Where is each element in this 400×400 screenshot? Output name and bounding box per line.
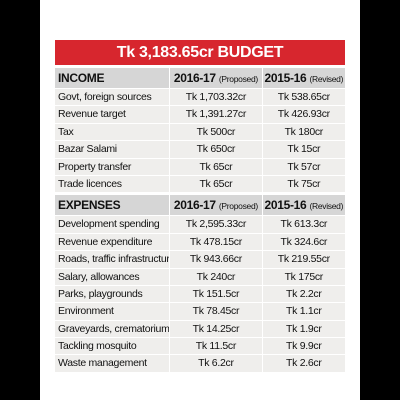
item-label: Bazar Salami	[58, 143, 117, 156]
item-label: Graveyards, crematoriums	[58, 322, 170, 335]
amount-cell: Tk 75cr	[261, 175, 345, 193]
table-row: Development spending Tk 2,595.33cr Tk 613.…	[55, 215, 345, 233]
amount-cell: Tk 2,595.33cr	[169, 216, 261, 233]
item-label: Environment	[58, 305, 114, 318]
amount-cell: Tk 538.65cr	[261, 89, 345, 106]
amount-cell: Tk 15cr	[261, 141, 345, 158]
amount-cell: Tk 478.15cr	[169, 233, 261, 251]
amount-cell: Tk 613.3cr	[261, 216, 345, 233]
section-label: EXPENSES	[58, 198, 121, 213]
column-header: 2016-17 (Proposed)	[169, 195, 261, 216]
amount-cell: Tk 175cr	[261, 268, 345, 285]
table-row: Salary, allowances Tk 240cr Tk 175cr	[55, 267, 345, 285]
amount-cell: Tk 1,703.32cr	[169, 89, 261, 106]
amount-cell: Tk 11.5cr	[169, 338, 261, 355]
amount-cell: Tk 240cr	[169, 268, 261, 285]
item-label: Tackling mosquito	[58, 340, 137, 353]
table-row: Tax Tk 500cr Tk 180cr	[55, 122, 345, 141]
amount-cell: Tk 2.6cr	[261, 355, 345, 372]
column-header: 2015-16 (Revised)	[261, 195, 345, 216]
amount-cell: Tk 180cr	[261, 123, 345, 141]
budget-table: Tk 3,183.65cr BUDGET INCOME 2016-17 (Prop…	[55, 40, 345, 372]
column-note: (Proposed)	[218, 74, 258, 84]
item-label: Waste management	[58, 357, 147, 370]
amount-cell: Tk 650cr	[169, 141, 261, 158]
item-label: Salary, allowances	[58, 270, 140, 283]
amount-cell: Tk 1,391.27cr	[169, 106, 261, 123]
amount-cell: Tk 57cr	[261, 158, 345, 175]
item-label: Development spending	[58, 218, 160, 231]
table-row: Property transfer Tk 65cr Tk 57cr	[55, 157, 345, 175]
amount-cell: Tk 65cr	[169, 175, 261, 193]
column-year: 2015-16	[264, 198, 307, 213]
column-note: (Proposed)	[218, 201, 258, 212]
item-label: Property transfer	[58, 160, 132, 173]
amount-cell: Tk 14.25cr	[169, 320, 261, 338]
item-label: Tax	[58, 125, 74, 138]
section-header: INCOME 2016-17 (Proposed) 2015-16 (Revised…	[55, 67, 345, 88]
amount-cell: Tk 2.2cr	[261, 285, 345, 303]
column-year: 2015-16	[264, 71, 307, 85]
section-header: EXPENSES 2016-17 (Proposed) 2015-16 (Revis…	[55, 194, 345, 216]
table-row: Waste management Tk 6.2cr Tk 2.6cr	[55, 354, 345, 372]
table-row: Graveyards, crematoriums Tk 14.25cr Tk 1.9…	[55, 319, 345, 338]
amount-cell: Tk 943.66cr	[169, 251, 261, 268]
table-row: Bazar Salami Tk 650cr Tk 15cr	[55, 140, 345, 158]
amount-cell: Tk 500cr	[169, 123, 261, 141]
table-row: Tackling mosquito Tk 11.5cr Tk 9.9cr	[55, 337, 345, 355]
table-title: Tk 3,183.65cr BUDGET	[55, 40, 345, 65]
amount-cell: Tk 324.6cr	[261, 233, 345, 251]
item-label: Revenue target	[58, 108, 126, 121]
table-row: Revenue target Tk 1,391.27cr Tk 426.93cr	[55, 105, 345, 123]
column-note: (Revised)	[309, 74, 344, 84]
table-row: Govt, foreign sources Tk 1,703.32cr Tk 538…	[55, 88, 345, 106]
amount-cell: Tk 1.1cr	[261, 303, 345, 320]
column-header: 2016-17 (Proposed)	[169, 68, 261, 88]
amount-cell: Tk 1.9cr	[261, 320, 345, 338]
left-border	[0, 0, 40, 400]
amount-cell: Tk 151.5cr	[169, 285, 261, 303]
item-label: Parks, playgrounds	[58, 287, 143, 300]
table-row: Trade licences Tk 65cr Tk 75cr	[55, 174, 345, 193]
table-row: Revenue expenditure Tk 478.15cr Tk 324.6cr	[55, 232, 345, 251]
table-row: Parks, playgrounds Tk 151.5cr Tk 2.2cr	[55, 284, 345, 303]
amount-cell: Tk 6.2cr	[169, 355, 261, 372]
amount-cell: Tk 9.9cr	[261, 338, 345, 355]
column-year: 2016-17	[173, 198, 216, 213]
column-year: 2016-17	[173, 71, 216, 85]
item-label: Roads, traffic infrastructure	[58, 253, 170, 266]
amount-cell: Tk 219.55cr	[261, 251, 345, 268]
table-row: Roads, traffic infrastructure Tk 943.66cr…	[55, 250, 345, 268]
table-row: Environment Tk 78.45cr Tk 1.1cr	[55, 302, 345, 320]
item-label: Revenue expenditure	[58, 235, 153, 248]
section-label: INCOME	[58, 71, 105, 85]
amount-cell: Tk 426.93cr	[261, 106, 345, 123]
right-border	[360, 0, 400, 400]
amount-cell: Tk 65cr	[169, 158, 261, 175]
column-header: 2015-16 (Revised)	[261, 68, 345, 88]
item-label: Govt, foreign sources	[58, 91, 152, 103]
column-note: (Revised)	[309, 201, 344, 212]
amount-cell: Tk 78.45cr	[169, 303, 261, 320]
item-label: Trade licences	[58, 177, 122, 190]
